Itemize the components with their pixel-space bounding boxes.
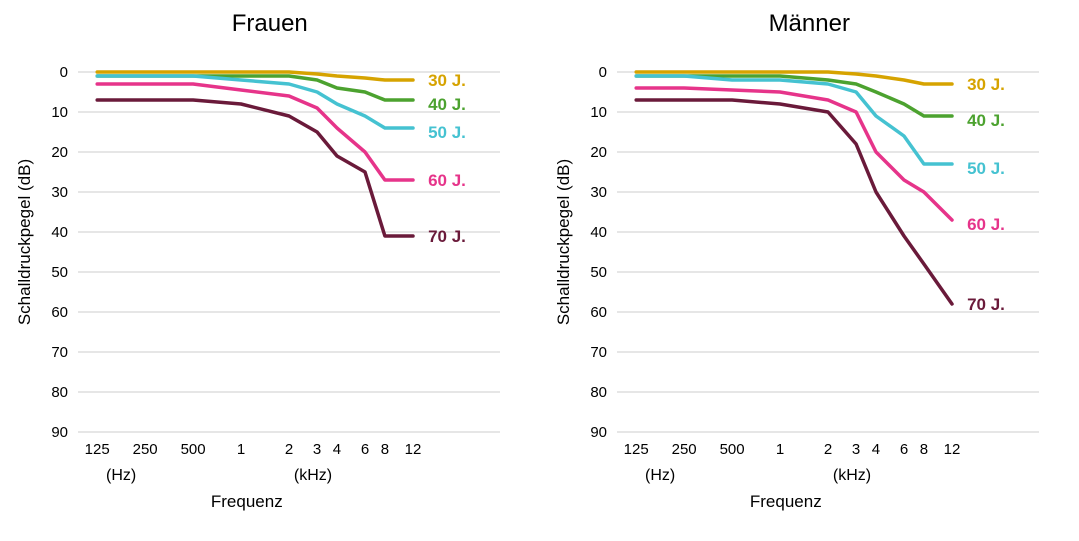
svg-text:30: 30 — [591, 184, 608, 201]
svg-text:30: 30 — [51, 184, 68, 201]
svg-text:1: 1 — [776, 441, 784, 458]
svg-text:(Hz): (Hz) — [106, 467, 136, 484]
svg-text:Frequenz: Frequenz — [750, 492, 822, 511]
svg-text:80: 80 — [591, 384, 608, 401]
svg-text:125: 125 — [84, 441, 109, 458]
svg-text:70: 70 — [51, 344, 68, 361]
svg-text:(Hz): (Hz) — [645, 467, 675, 484]
series-label-40: 40 J. — [428, 95, 466, 114]
svg-text:0: 0 — [599, 64, 607, 81]
svg-text:Schalldruckpegel (dB): Schalldruckpegel (dB) — [15, 159, 34, 325]
svg-text:70: 70 — [591, 344, 608, 361]
svg-text:250: 250 — [672, 441, 697, 458]
chart-maenner: 010203040506070809012525050012346812(Hz)… — [549, 42, 1069, 522]
svg-text:8: 8 — [920, 441, 928, 458]
svg-text:10: 10 — [51, 104, 68, 121]
svg-text:90: 90 — [591, 424, 608, 441]
svg-text:125: 125 — [624, 441, 649, 458]
series-70 — [636, 100, 952, 304]
svg-text:50: 50 — [51, 264, 68, 281]
svg-text:10: 10 — [591, 104, 608, 121]
svg-text:1: 1 — [237, 441, 245, 458]
svg-text:(kHz): (kHz) — [833, 467, 871, 484]
series-70 — [97, 100, 413, 236]
svg-text:500: 500 — [720, 441, 745, 458]
svg-text:12: 12 — [944, 441, 961, 458]
svg-text:90: 90 — [51, 424, 68, 441]
svg-text:20: 20 — [591, 144, 608, 161]
svg-text:3: 3 — [852, 441, 860, 458]
svg-text:20: 20 — [51, 144, 68, 161]
panel-frauen: Frauen 010203040506070809012525050012346… — [10, 10, 530, 522]
series-label-60: 60 J. — [428, 171, 466, 190]
svg-text:Frequenz: Frequenz — [211, 492, 283, 511]
title-frauen: Frauen — [10, 10, 530, 38]
svg-text:2: 2 — [824, 441, 832, 458]
chart-container: Frauen 010203040506070809012525050012346… — [0, 0, 1079, 541]
svg-text:(kHz): (kHz) — [294, 467, 332, 484]
svg-text:3: 3 — [313, 441, 321, 458]
title-maenner: Männer — [549, 10, 1069, 38]
series-label-30: 30 J. — [428, 71, 466, 90]
svg-text:Schalldruckpegel (dB): Schalldruckpegel (dB) — [554, 159, 573, 325]
svg-text:50: 50 — [591, 264, 608, 281]
series-label-60: 60 J. — [967, 215, 1005, 234]
svg-text:60: 60 — [591, 304, 608, 321]
svg-text:250: 250 — [132, 441, 157, 458]
chart-frauen: 010203040506070809012525050012346812(Hz)… — [10, 42, 530, 522]
svg-text:60: 60 — [51, 304, 68, 321]
series-label-50: 50 J. — [428, 123, 466, 142]
svg-text:80: 80 — [51, 384, 68, 401]
svg-text:40: 40 — [51, 224, 68, 241]
series-label-70: 70 J. — [967, 295, 1005, 314]
svg-text:0: 0 — [59, 64, 67, 81]
series-label-70: 70 J. — [428, 227, 466, 246]
svg-text:4: 4 — [333, 441, 341, 458]
svg-text:500: 500 — [180, 441, 205, 458]
svg-text:6: 6 — [900, 441, 908, 458]
series-label-40: 40 J. — [967, 111, 1005, 130]
svg-text:40: 40 — [591, 224, 608, 241]
svg-text:12: 12 — [404, 441, 421, 458]
series-label-30: 30 J. — [967, 75, 1005, 94]
panel-maenner: Männer 010203040506070809012525050012346… — [549, 10, 1069, 522]
svg-text:2: 2 — [285, 441, 293, 458]
svg-text:6: 6 — [361, 441, 369, 458]
svg-text:8: 8 — [380, 441, 388, 458]
series-label-50: 50 J. — [967, 159, 1005, 178]
svg-text:4: 4 — [872, 441, 880, 458]
